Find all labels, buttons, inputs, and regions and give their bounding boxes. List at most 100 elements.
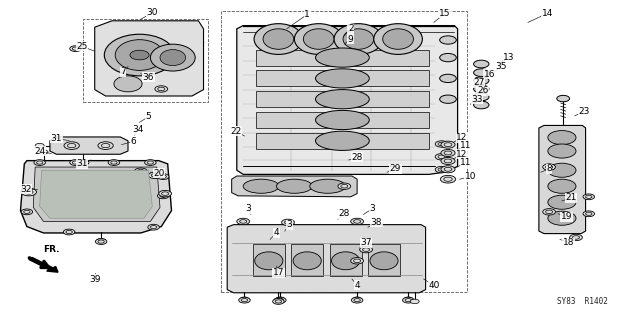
Ellipse shape xyxy=(63,229,75,235)
Text: 7: 7 xyxy=(120,68,125,76)
Ellipse shape xyxy=(474,85,489,93)
Text: 16: 16 xyxy=(484,70,495,79)
Polygon shape xyxy=(20,161,172,233)
Ellipse shape xyxy=(282,219,294,226)
Polygon shape xyxy=(227,225,426,293)
Ellipse shape xyxy=(310,179,346,193)
Polygon shape xyxy=(40,170,152,218)
Ellipse shape xyxy=(104,34,175,76)
Bar xyxy=(256,112,429,128)
Ellipse shape xyxy=(274,298,283,302)
Ellipse shape xyxy=(98,142,113,149)
Ellipse shape xyxy=(583,211,595,217)
Ellipse shape xyxy=(474,60,489,68)
Ellipse shape xyxy=(316,69,369,88)
Ellipse shape xyxy=(316,131,369,150)
Ellipse shape xyxy=(353,297,362,301)
Ellipse shape xyxy=(157,193,169,199)
Ellipse shape xyxy=(441,141,455,148)
Ellipse shape xyxy=(263,29,294,49)
Text: 32: 32 xyxy=(20,185,31,194)
Text: 3: 3 xyxy=(287,220,292,229)
Ellipse shape xyxy=(21,188,36,196)
Text: 4: 4 xyxy=(355,281,360,290)
Ellipse shape xyxy=(440,95,456,103)
Text: 40: 40 xyxy=(428,281,440,290)
Ellipse shape xyxy=(240,297,249,301)
Ellipse shape xyxy=(404,297,413,301)
Ellipse shape xyxy=(148,224,159,230)
Ellipse shape xyxy=(440,53,456,62)
Ellipse shape xyxy=(570,234,582,241)
Ellipse shape xyxy=(293,252,321,270)
Text: 8: 8 xyxy=(547,164,552,173)
Bar xyxy=(291,244,323,276)
Ellipse shape xyxy=(34,160,45,165)
Ellipse shape xyxy=(71,46,80,51)
Polygon shape xyxy=(237,26,458,174)
Bar xyxy=(256,50,429,66)
Ellipse shape xyxy=(334,24,383,54)
Ellipse shape xyxy=(543,164,556,170)
Ellipse shape xyxy=(276,179,312,193)
Ellipse shape xyxy=(255,252,283,270)
Ellipse shape xyxy=(440,36,456,44)
Text: 3: 3 xyxy=(370,204,375,213)
Ellipse shape xyxy=(316,48,369,67)
Text: 23: 23 xyxy=(578,107,589,116)
Ellipse shape xyxy=(155,86,168,92)
Ellipse shape xyxy=(159,190,172,197)
Text: 9: 9 xyxy=(348,35,353,44)
Polygon shape xyxy=(33,167,160,221)
Ellipse shape xyxy=(360,246,372,253)
Ellipse shape xyxy=(70,46,81,52)
Text: 2: 2 xyxy=(348,24,353,33)
Ellipse shape xyxy=(303,29,334,49)
Bar xyxy=(330,244,362,276)
Ellipse shape xyxy=(583,194,595,200)
Ellipse shape xyxy=(410,299,419,304)
Ellipse shape xyxy=(435,154,448,160)
Ellipse shape xyxy=(64,142,79,149)
Ellipse shape xyxy=(95,239,107,244)
Text: 15: 15 xyxy=(439,9,451,18)
Polygon shape xyxy=(95,21,204,96)
Text: 30: 30 xyxy=(147,8,158,17)
Ellipse shape xyxy=(441,166,455,173)
Bar xyxy=(368,244,400,276)
Ellipse shape xyxy=(254,24,303,54)
Ellipse shape xyxy=(148,172,161,179)
Ellipse shape xyxy=(134,168,147,174)
Ellipse shape xyxy=(351,258,364,264)
Ellipse shape xyxy=(548,144,576,158)
Ellipse shape xyxy=(548,195,576,209)
Ellipse shape xyxy=(343,29,374,49)
Ellipse shape xyxy=(351,218,364,225)
Text: 35: 35 xyxy=(495,62,507,71)
Ellipse shape xyxy=(273,299,284,304)
Text: 28: 28 xyxy=(339,209,350,218)
Text: 12: 12 xyxy=(456,133,468,142)
Ellipse shape xyxy=(70,160,81,165)
Text: 28: 28 xyxy=(351,153,363,162)
Bar xyxy=(83,19,208,102)
Text: 18: 18 xyxy=(563,238,574,247)
Ellipse shape xyxy=(383,29,413,49)
FancyArrow shape xyxy=(29,258,58,272)
Polygon shape xyxy=(50,137,128,154)
Ellipse shape xyxy=(474,93,489,101)
Text: 36: 36 xyxy=(143,73,154,82)
Ellipse shape xyxy=(440,175,456,183)
Text: 31: 31 xyxy=(76,159,88,168)
Ellipse shape xyxy=(474,77,489,84)
Text: SY83  R1402: SY83 R1402 xyxy=(557,297,607,306)
Text: 3: 3 xyxy=(246,204,251,213)
Text: 24: 24 xyxy=(34,147,45,156)
Ellipse shape xyxy=(548,179,576,193)
Text: 19: 19 xyxy=(561,212,572,221)
Text: 4: 4 xyxy=(274,228,279,237)
Ellipse shape xyxy=(370,252,398,270)
Text: 6: 6 xyxy=(131,137,136,146)
Text: 25: 25 xyxy=(76,42,88,51)
Text: 34: 34 xyxy=(132,125,143,134)
